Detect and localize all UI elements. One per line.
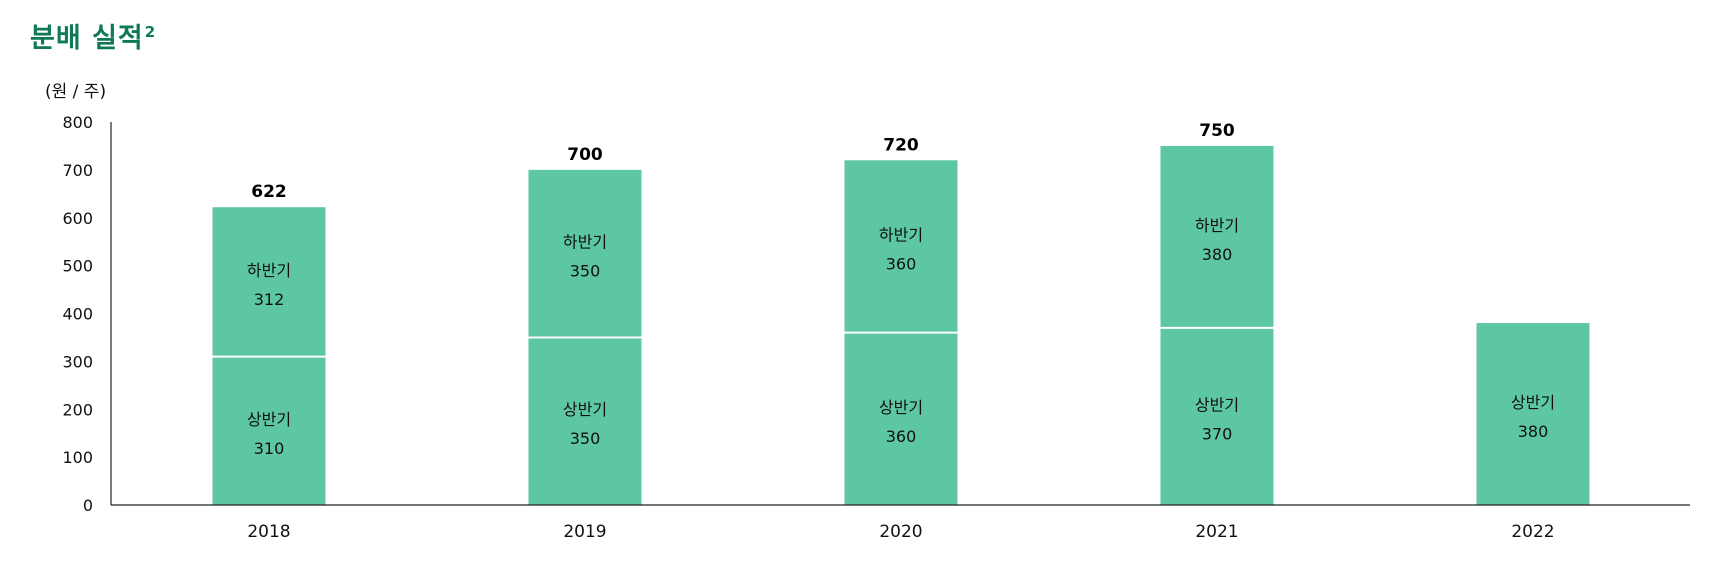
segment-name-label: 하반기: [563, 233, 607, 252]
segment-value-label: 380: [1202, 245, 1233, 264]
y-tick-label: 200: [62, 400, 93, 419]
segment-value-label: 350: [570, 429, 601, 448]
segment-name-label: 상반기: [1511, 393, 1555, 412]
segment-name-label: 상반기: [247, 410, 291, 429]
y-tick-label: 800: [62, 113, 93, 132]
y-tick-label: 600: [62, 209, 93, 228]
bar-segment-first-half: [212, 356, 326, 505]
y-axis-unit-label: (원 / 주): [45, 82, 106, 102]
segment-value-label: 360: [886, 427, 917, 446]
segment-name-label: 하반기: [247, 261, 291, 280]
bar-segment-second-half: [1160, 145, 1274, 328]
bar-segment-first-half: [528, 337, 642, 505]
segment-value-label: 310: [254, 439, 285, 458]
y-tick-label: 500: [62, 257, 93, 276]
x-category-label: 2018: [247, 522, 290, 542]
bar-segment-first-half: [844, 332, 958, 505]
x-category-label: 2019: [563, 522, 606, 542]
bar-total-label: 720: [883, 135, 919, 155]
segment-value-label: 370: [1202, 424, 1233, 443]
segment-value-label: 380: [1518, 422, 1549, 441]
bar-segment-first-half: [1476, 323, 1590, 505]
bar-segment-second-half: [212, 207, 326, 357]
y-tick-label: 300: [62, 352, 93, 371]
y-tick-label: 400: [62, 305, 93, 324]
segment-value-label: 312: [254, 290, 285, 309]
y-tick-label: 0: [83, 496, 93, 515]
bar-segment-second-half: [528, 169, 642, 338]
bar-total-label: 622: [251, 182, 287, 202]
segment-name-label: 상반기: [563, 400, 607, 419]
segment-value-label: 360: [886, 254, 917, 273]
bar-segment-second-half: [844, 160, 958, 333]
page-title: 분배 실적2: [30, 16, 156, 55]
segment-name-label: 상반기: [1195, 395, 1239, 414]
x-category-label: 2020: [879, 522, 922, 542]
bar-total-label: 750: [1199, 121, 1235, 141]
bar-segment-first-half: [1160, 327, 1274, 505]
segment-name-label: 하반기: [1195, 216, 1239, 235]
segment-name-label: 하반기: [879, 225, 923, 244]
segment-value-label: 350: [570, 262, 601, 281]
x-category-label: 2021: [1195, 522, 1238, 542]
segment-name-label: 상반기: [879, 398, 923, 417]
title-footnote-marker: 2: [144, 23, 157, 41]
y-tick-label: 700: [62, 161, 93, 180]
x-category-label: 2022: [1511, 522, 1554, 542]
title-text: 분배 실적: [30, 23, 144, 54]
bar-total-label: 700: [567, 145, 603, 165]
y-tick-label: 100: [62, 448, 93, 467]
